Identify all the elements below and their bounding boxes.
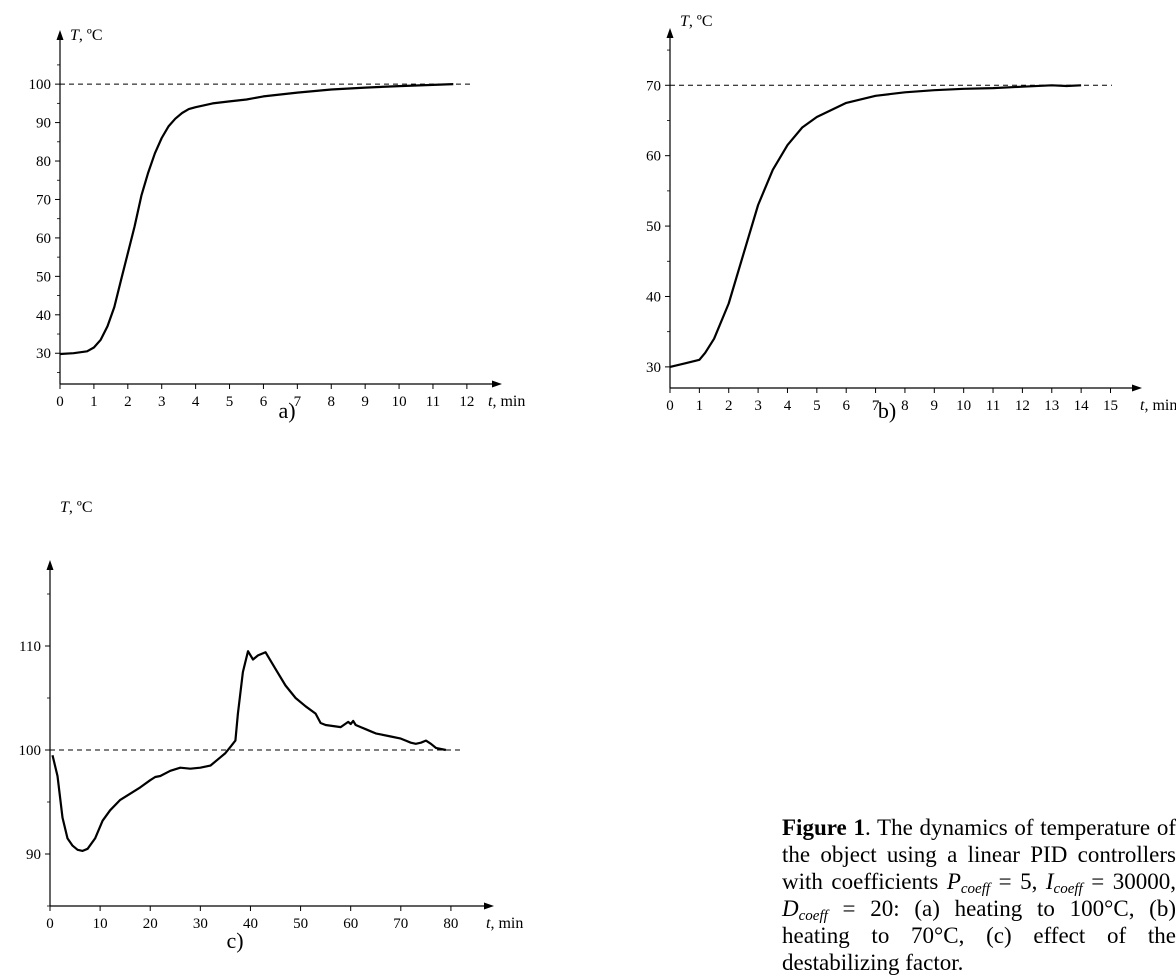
y-tick-label: 50	[36, 269, 51, 285]
x-tick-label: 2	[124, 394, 132, 410]
x-tick-label: 2	[725, 398, 733, 414]
y-tick-label: 70	[36, 192, 51, 208]
x-tick-label: 3	[158, 394, 166, 410]
y-tick-label: 60	[646, 149, 661, 165]
y-tick-label: 60	[36, 231, 51, 247]
x-tick-label: 0	[46, 916, 54, 932]
x-tick-label: 6	[842, 398, 850, 414]
y-axis-unit: , ºC	[69, 499, 93, 516]
x-tick-label: 15	[1103, 398, 1118, 414]
x-axis-label: t, min	[1140, 397, 1176, 414]
x-axis-symbol: t	[488, 393, 493, 410]
temperature-line	[59, 83, 454, 356]
x-axis-arrow	[1132, 384, 1142, 392]
x-tick-label: 14	[1074, 398, 1090, 414]
x-tick-label: 6	[260, 394, 268, 410]
x-tick-label: 12	[1015, 398, 1030, 414]
x-axis-unit: , min	[1144, 397, 1176, 414]
x-tick-label: 10	[392, 394, 407, 410]
x-tick-label: 11	[986, 398, 1000, 414]
x-axis-unit: , min	[492, 393, 525, 410]
y-tick-label: 40	[646, 289, 661, 305]
x-tick-label: 50	[293, 916, 308, 932]
y-tick-label: 100	[19, 743, 42, 759]
caption-p-sub: coeff	[960, 881, 991, 897]
caption-d-sub: coeff	[798, 908, 828, 924]
caption-d-val: = 20: (a) heating to 100°C, (b) heating …	[782, 896, 1176, 975]
y-axis-arrow	[56, 30, 64, 40]
x-tick-label: 4	[784, 398, 792, 414]
x-tick-label: 60	[343, 916, 358, 932]
x-axis-label: t, min	[488, 393, 525, 410]
x-tick-label: 7	[294, 394, 302, 410]
y-tick-label: 90	[36, 116, 51, 132]
x-tick-label: 0	[666, 398, 674, 414]
x-tick-label: 8	[328, 394, 336, 410]
x-tick-label: 0	[56, 394, 64, 410]
panel-label: b)	[878, 398, 896, 423]
caption-text-1: . The dynamics of temperature of the obj…	[782, 815, 1176, 894]
y-axis-unit: , ºC	[79, 27, 103, 44]
y-tick-label: 80	[36, 154, 51, 170]
panel-label: c)	[226, 928, 243, 953]
caption-p-letter: P	[946, 869, 961, 894]
x-axis-label: t, min	[486, 915, 523, 932]
x-tick-label: 1	[696, 398, 704, 414]
x-tick-label: 1	[90, 394, 98, 410]
x-tick-label: 7	[872, 398, 880, 414]
x-tick-label: 5	[226, 394, 234, 410]
caption-i-sub: coeff	[1053, 881, 1083, 897]
x-tick-label: 10	[93, 916, 108, 932]
y-axis-arrow	[46, 560, 54, 570]
x-tick-label: 80	[443, 916, 458, 932]
y-tick-label: 50	[646, 219, 661, 235]
x-tick-label: 11	[426, 394, 440, 410]
temperature-line	[51, 650, 447, 852]
caption-d-letter: D	[782, 896, 799, 921]
x-tick-label: 3	[754, 398, 762, 414]
x-tick-label: 9	[361, 394, 369, 410]
y-axis-label: T, ºC	[60, 499, 93, 516]
x-tick-label: 40	[243, 916, 258, 932]
x-tick-label: 13	[1044, 398, 1059, 414]
x-axis-arrow	[492, 380, 502, 388]
caption-p-val: = 5,	[990, 869, 1046, 894]
x-tick-label: 12	[459, 394, 474, 410]
y-tick-label: 110	[19, 639, 41, 655]
figure-caption: Figure 1. The dynamics of temperature of…	[782, 814, 1176, 976]
y-tick-label: 90	[26, 847, 41, 863]
y-tick-label: 40	[36, 308, 51, 324]
y-axis-unit: , ºC	[689, 13, 713, 30]
x-axis-unit: , min	[490, 915, 523, 932]
temperature-line	[669, 84, 1082, 368]
y-tick-label: 30	[36, 346, 51, 362]
x-axis-symbol: t	[1140, 397, 1145, 414]
x-tick-label: 10	[956, 398, 971, 414]
x-tick-label: 70	[393, 916, 408, 932]
caption-figure-label: Figure 1	[782, 815, 865, 840]
y-axis-symbol: T	[60, 499, 70, 516]
caption-i-letter: I	[1045, 869, 1054, 894]
y-tick-label: 100	[29, 77, 52, 93]
x-tick-label: 30	[193, 916, 208, 932]
y-tick-label: 70	[646, 78, 661, 94]
y-axis-symbol: T	[70, 27, 80, 44]
chart-c: 0 10 20 30 40 50 60 70 80 90 100 110 T, ºC t, min c)	[19, 499, 524, 953]
x-tick-label: 4	[192, 394, 200, 410]
y-axis-arrow	[666, 28, 674, 38]
y-axis-label: T, ºC	[680, 13, 713, 30]
y-tick-label: 30	[646, 360, 661, 376]
x-axis-arrow	[484, 902, 494, 910]
x-tick-label: 5	[813, 398, 821, 414]
x-tick-label: 8	[901, 398, 909, 414]
panel-label: a)	[278, 398, 295, 423]
x-tick-label: 20	[143, 916, 158, 932]
y-axis-symbol: T	[680, 13, 690, 30]
y-axis-label: T, ºC	[70, 27, 103, 44]
caption-i-val: = 30000,	[1082, 869, 1176, 894]
x-tick-label: 9	[931, 398, 939, 414]
x-axis-symbol: t	[486, 915, 491, 932]
